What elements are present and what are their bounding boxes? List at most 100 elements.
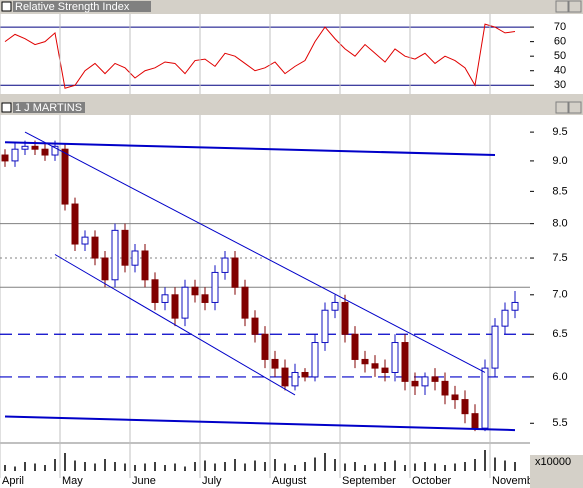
volume-bar (34, 463, 36, 471)
candle-body (451, 394, 459, 401)
candle-body (201, 294, 209, 303)
volume-bar (264, 462, 266, 471)
volume-bar (434, 463, 436, 471)
rsi-axis (530, 14, 583, 94)
candle-body (1, 154, 9, 162)
candle-body (161, 294, 169, 303)
volume-bar (54, 459, 56, 471)
candle-body (101, 257, 109, 281)
candle-body (481, 367, 489, 429)
x-tick-label: May (62, 475, 83, 487)
candle-body (111, 229, 119, 281)
volume-bar (344, 463, 346, 471)
candle-body (141, 250, 149, 281)
candle-body (291, 371, 299, 387)
x-tick-label: Novemb (492, 475, 533, 487)
price-plot (0, 115, 530, 471)
x-tick-label: April (2, 475, 24, 487)
y-tick-label: 30 (554, 79, 566, 91)
candle-body (411, 380, 419, 387)
candle-body (131, 250, 139, 266)
volume-bar (444, 465, 446, 471)
candle-body (241, 286, 249, 319)
volume-bar (494, 457, 496, 471)
volume-bar (154, 462, 156, 471)
x-tick-label: June (132, 475, 156, 487)
y-tick-label: 60 (554, 36, 566, 48)
y-tick-label: 40 (554, 65, 566, 77)
candle-body (21, 145, 29, 150)
volume-unit: x10000 (535, 456, 571, 468)
volume-bar (204, 460, 206, 471)
candle-body (491, 325, 499, 369)
candle-body (471, 413, 479, 429)
maximize-button[interactable] (568, 0, 582, 13)
volume-bar (454, 463, 456, 471)
volume-bar (134, 465, 136, 471)
volume-bar (294, 465, 296, 471)
volume-bar (64, 453, 66, 471)
y-tick-label: 8.5 (552, 185, 567, 197)
y-tick-label: 5.5 (552, 417, 567, 429)
price-title: 1 J MARTINS (15, 102, 82, 114)
candle-body (171, 294, 179, 319)
trend-line (24, 131, 486, 373)
candle-body (11, 148, 19, 162)
candle-body (231, 257, 239, 288)
volume-bar (74, 460, 76, 471)
candle-body (31, 145, 39, 150)
candle-body (51, 145, 59, 156)
x-tick-label: September (342, 475, 396, 487)
date-axis (0, 471, 583, 488)
volume-bar (14, 466, 16, 471)
volume-bar (224, 462, 226, 471)
candle-body (61, 148, 69, 205)
minimize-button[interactable] (555, 0, 569, 13)
volume-bar (234, 459, 236, 471)
candle-body (461, 399, 469, 415)
price-header (0, 101, 583, 114)
volume-bar (214, 463, 216, 471)
price-axis (530, 115, 583, 471)
candle-body (121, 229, 129, 266)
candle-body (391, 342, 399, 373)
volume-bar (194, 462, 196, 471)
candle-body (371, 363, 379, 369)
panel-icon[interactable] (1, 1, 12, 12)
candle-body (361, 358, 369, 365)
volume-bar (274, 459, 276, 471)
candle-body (71, 203, 79, 245)
volume-bar (324, 453, 326, 471)
candle-body (321, 309, 329, 344)
trend-line (54, 254, 296, 396)
title-box (13, 1, 151, 12)
rsi-title: Relative Strength Index (15, 1, 130, 13)
candle-body (181, 286, 189, 319)
volume-bar (24, 462, 26, 471)
volume-bar (94, 463, 96, 471)
volume-bar (284, 463, 286, 471)
maximize-button[interactable] (568, 101, 582, 114)
rsi-plot (0, 14, 530, 94)
volume-bar (4, 465, 6, 471)
volume-bar (44, 465, 46, 471)
candle-body (151, 279, 159, 303)
minimize-button[interactable] (555, 101, 569, 114)
candle-body (81, 236, 89, 245)
y-tick-label: 8.0 (552, 218, 567, 230)
volume-bar (484, 450, 486, 471)
volume-bar (144, 463, 146, 471)
panel-icon[interactable] (1, 102, 12, 113)
volume-bar (404, 465, 406, 471)
y-tick-label: 6.5 (552, 328, 567, 340)
candle-body (501, 309, 509, 327)
y-tick-label: 9.5 (552, 126, 567, 138)
candle-body (251, 317, 259, 335)
x-tick-label: July (202, 475, 222, 487)
y-tick-label: 6.0 (552, 371, 567, 383)
volume-bar (394, 460, 396, 471)
volume-bar (424, 462, 426, 471)
candle-body (261, 333, 269, 360)
candle-body (281, 367, 289, 387)
